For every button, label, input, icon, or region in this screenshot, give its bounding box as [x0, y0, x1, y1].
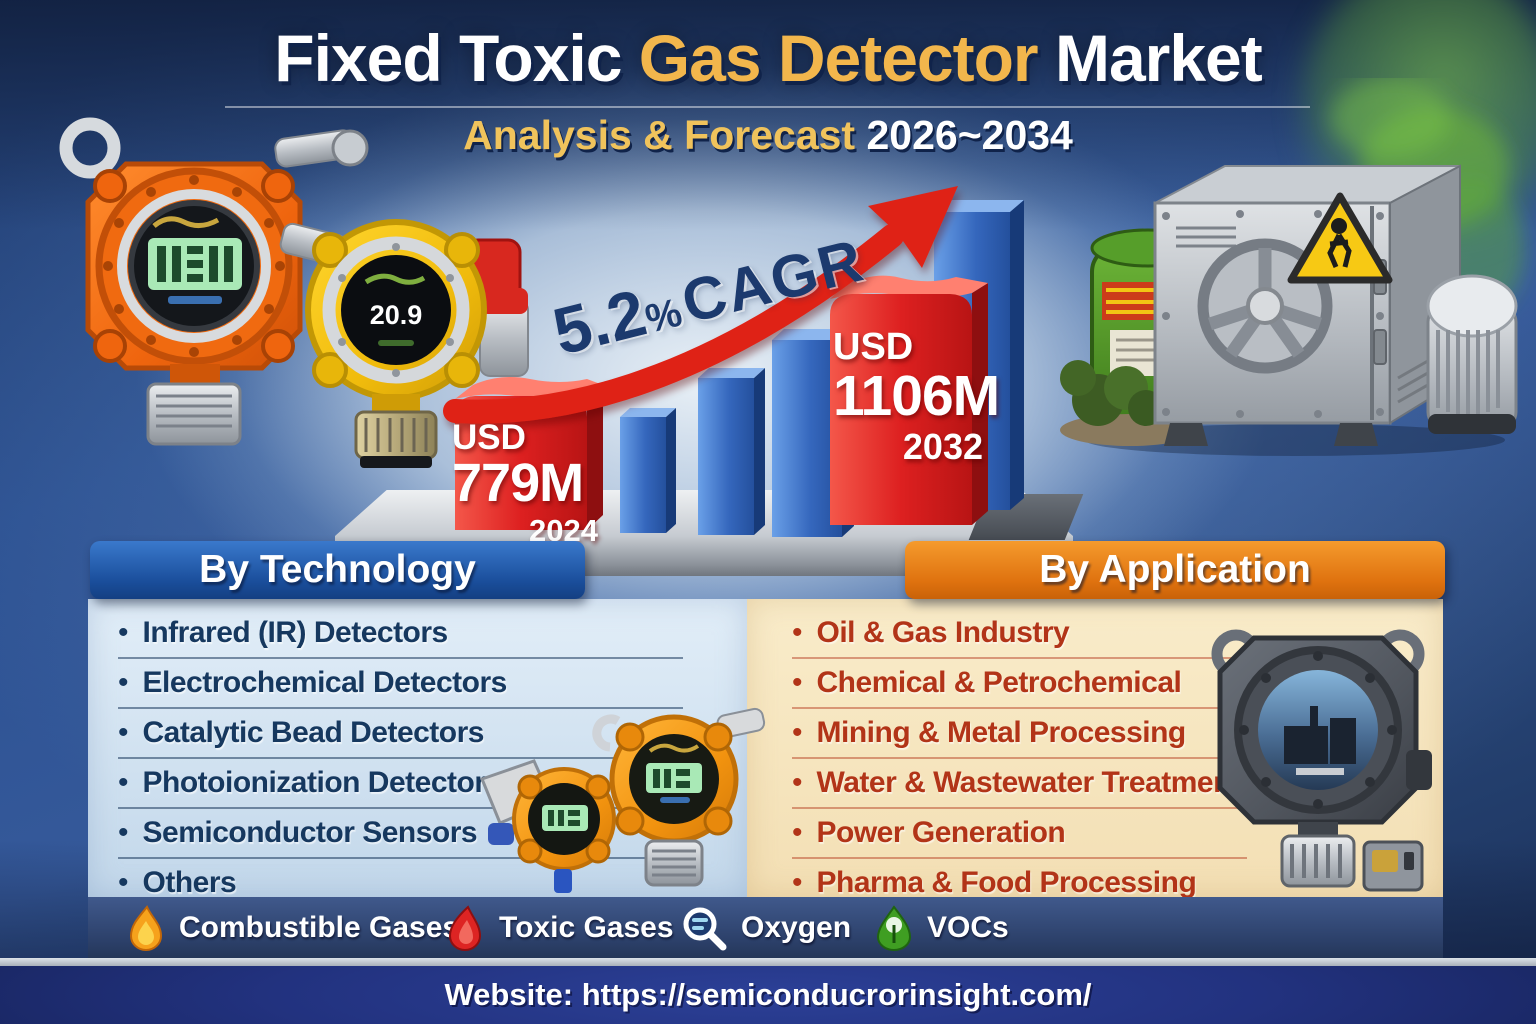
year-2024: 2024 [529, 512, 598, 548]
gray-detector-illustration [1211, 629, 1432, 892]
bar-chart [455, 200, 1024, 537]
growth-arrow [443, 186, 958, 424]
small-detectors-illustration [480, 707, 766, 893]
small-detector-right [592, 707, 766, 887]
mini-controller-illustration [1362, 840, 1424, 892]
subtitle: Analysis & Forecast 2026~2034 [0, 112, 1536, 159]
legend-item-combustible: Combustible Gases [124, 904, 460, 951]
currency-2032: USD [833, 326, 914, 368]
yellow-detector-illustration: 20.9 [279, 219, 529, 468]
bar-label-2024: USD 779M 2024 [452, 420, 612, 546]
app-item-mining: • Mining & Metal Processing [792, 709, 1247, 759]
legend-item-vocs: VOCs [874, 904, 1009, 951]
legend-label: VOCs [927, 910, 1009, 944]
website-link[interactable]: Website: https://semiconducrorinsight.co… [444, 977, 1092, 1012]
bar-2032 [830, 275, 988, 525]
app-item-chemical: • Chemical & Petrochemical [792, 659, 1247, 709]
gas-type-legend: Combustible Gases Toxic Gases Oxygen [88, 897, 1443, 958]
bar-label-2032: USD 1106M 2032 [833, 328, 1003, 466]
bullet-icon: • [118, 666, 129, 699]
bar-decorative-1 [620, 408, 676, 533]
bullet-icon: • [792, 766, 803, 799]
bullet-icon: • [118, 816, 129, 849]
gas-detectors-illustration: 20.9 [59, 117, 529, 468]
currency-2024: USD [452, 418, 526, 457]
steel-canister-illustration [1426, 274, 1518, 434]
legend-item-oxygen: Oxygen [680, 904, 851, 952]
tech-item-photoionization: • Photoionization Detectors [118, 759, 683, 809]
tech-item-electrochemical: • Electrochemical Detectors [118, 659, 683, 709]
title-divider [225, 106, 1310, 108]
technology-header-label: By Technology [199, 548, 476, 591]
orange-detector-screen [148, 216, 242, 304]
page-title: Fixed Toxic Gas Detector Market [0, 20, 1536, 96]
app-item-water: • Water & Wastewater Treatment [792, 759, 1281, 809]
year-2032: 2032 [902, 425, 983, 467]
application-header: By Application [905, 541, 1445, 599]
bullet-icon: • [792, 716, 803, 749]
safety-vault-illustration [1060, 78, 1525, 456]
bullet-icon: • [792, 616, 803, 649]
yellow-detector-screen: 20.9 [364, 273, 426, 346]
title-part1: Fixed Toxic [274, 21, 639, 95]
technology-list: • Infrared (IR) Detectors • Electrochemica… [88, 599, 747, 909]
bullet-icon: • [118, 616, 129, 649]
legend-label: Combustible Gases [179, 910, 460, 944]
legend-label: Toxic Gases [499, 910, 674, 944]
application-list: • Oil & Gas Industry • Chemical & Petroche… [747, 599, 1443, 909]
app-item-power: • Power Generation [792, 809, 1247, 859]
small-detector-left [480, 759, 616, 893]
title-part2: Market [1037, 21, 1263, 95]
footer-bar: Website: https://semiconducrorinsight.co… [0, 966, 1536, 1024]
vault-cube [1153, 164, 1461, 446]
tech-item-catalytic-bead: • Catalytic Bead Detectors [118, 709, 683, 759]
magnifier-icon [683, 907, 727, 950]
leaf-drop-icon [876, 904, 912, 951]
bullet-icon: • [118, 716, 129, 749]
bullet-icon: • [792, 816, 803, 849]
bar-decorative-2 [698, 368, 765, 535]
toxic-flame-icon [448, 904, 482, 951]
value-2032: 1106M [833, 363, 1000, 428]
app-item-oil-gas: • Oil & Gas Industry [792, 609, 1247, 659]
footer-divider [0, 958, 1536, 966]
application-header-label: By Application [1039, 548, 1311, 591]
tech-item-semiconductor: • Semiconductor Sensors [118, 809, 683, 859]
bullet-icon: • [792, 666, 803, 699]
subtitle-highlight: Analysis & Forecast [463, 112, 867, 158]
value-2024: 779M [452, 452, 584, 513]
bullet-icon: • [792, 866, 803, 899]
bullet-icon: • [118, 766, 129, 799]
bullet-icon: • [118, 866, 129, 899]
flame-icon [129, 904, 163, 951]
yellow-detector-reading: 20.9 [370, 300, 423, 330]
technology-header: By Technology [90, 541, 585, 599]
legend-label: Oxygen [741, 910, 852, 944]
orange-detector-illustration [59, 117, 369, 446]
legend-item-toxic: Toxic Gases [444, 904, 674, 951]
subtitle-years: 2026~2034 [866, 112, 1073, 158]
warning-sign [1287, 192, 1393, 284]
title-highlight: Gas Detector [638, 21, 1039, 95]
tech-item-infrared: • Infrared (IR) Detectors [118, 609, 683, 659]
